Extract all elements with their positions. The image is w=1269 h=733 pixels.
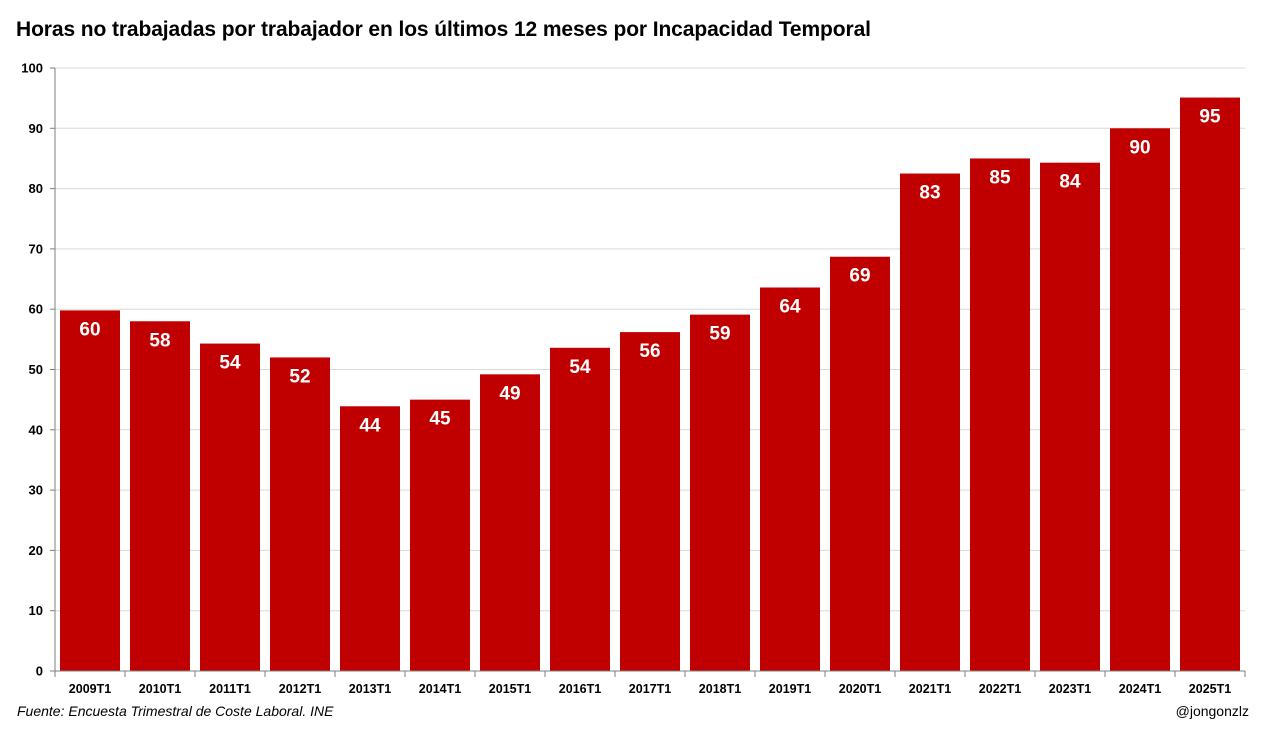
bar-value-label: 60 xyxy=(79,319,100,340)
bar xyxy=(760,287,820,671)
axes xyxy=(50,68,1246,677)
y-tick-label: 70 xyxy=(29,241,43,256)
bar xyxy=(340,406,400,671)
bar xyxy=(130,321,190,671)
bar-value-label: 54 xyxy=(219,353,241,374)
y-tick-label: 20 xyxy=(29,543,43,558)
bar-value-label: 83 xyxy=(919,183,940,204)
author-handle: @jongonzlz xyxy=(1175,703,1249,719)
x-tick-label: 2010T1 xyxy=(139,682,181,696)
y-tick-label: 50 xyxy=(29,362,43,377)
bar xyxy=(1180,97,1240,671)
y-tick-label: 80 xyxy=(29,181,43,196)
bar-value-label: 52 xyxy=(289,366,310,387)
bars: 60 58 54 52 44 45 49 54 56 59 64 69 83 85 84 90 95 xyxy=(60,97,1240,672)
chart-title: Horas no trabajadas por trabajador en lo… xyxy=(16,18,871,41)
bar xyxy=(690,314,750,671)
y-tick-label: 60 xyxy=(29,302,43,317)
x-tick-label: 2024T1 xyxy=(1119,682,1161,696)
bar-value-label: 84 xyxy=(1059,172,1081,193)
bar xyxy=(270,357,330,671)
bar xyxy=(970,158,1030,671)
bar-value-label: 49 xyxy=(499,383,520,404)
bar-value-label: 95 xyxy=(1199,107,1221,128)
bar xyxy=(1110,128,1170,672)
x-tick-label: 2019T1 xyxy=(769,682,811,696)
bar xyxy=(550,347,610,671)
x-tick-label: 2013T1 xyxy=(349,682,391,696)
x-axis-labels: 2009T1 2010T1 2011T1 2012T1 2013T1 2014T1 2015… xyxy=(69,682,1231,696)
bar xyxy=(830,256,890,671)
bar-value-label: 90 xyxy=(1129,137,1150,158)
x-tick-label: 2011T1 xyxy=(209,682,251,696)
bar-value-label: 69 xyxy=(849,266,870,287)
bar xyxy=(900,173,960,671)
x-tick-label: 2022T1 xyxy=(979,682,1021,696)
bar-value-label: 45 xyxy=(429,409,451,430)
y-axis-ticks: 0 10 20 30 40 50 60 70 80 90 100 xyxy=(21,61,55,679)
bar-value-label: 85 xyxy=(989,167,1011,188)
x-tick-label: 2021T1 xyxy=(909,682,951,696)
x-tick-label: 2025T1 xyxy=(1189,682,1231,696)
bar-value-label: 56 xyxy=(639,341,660,362)
x-tick-label: 2017T1 xyxy=(629,682,671,696)
y-tick-label: 90 xyxy=(29,121,43,136)
bar-value-label: 44 xyxy=(359,415,381,436)
bar-value-label: 59 xyxy=(709,324,730,345)
y-tick-label: 10 xyxy=(29,603,43,618)
x-tick-label: 2023T1 xyxy=(1049,682,1091,696)
x-tick-label: 2015T1 xyxy=(489,682,531,696)
y-tick-label: 100 xyxy=(21,61,43,76)
x-tick-label: 2018T1 xyxy=(699,682,741,696)
x-tick-label: 2014T1 xyxy=(419,682,461,696)
x-tick-label: 2012T1 xyxy=(279,682,321,696)
source-note: Fuente: Encuesta Trimestral de Coste Lab… xyxy=(17,703,334,719)
bar-value-label: 58 xyxy=(149,330,170,351)
x-tick-label: 2016T1 xyxy=(559,682,601,696)
x-tick-label: 2009T1 xyxy=(69,682,111,696)
bar xyxy=(60,310,120,671)
x-tick-label: 2020T1 xyxy=(839,682,881,696)
y-tick-label: 40 xyxy=(29,422,43,437)
bar xyxy=(410,399,470,671)
bar-value-label: 54 xyxy=(569,357,591,378)
bar xyxy=(200,343,260,671)
y-tick-label: 30 xyxy=(29,483,43,498)
bar xyxy=(1040,162,1100,671)
bar-value-label: 64 xyxy=(779,296,801,317)
bar xyxy=(480,374,540,671)
bar xyxy=(620,332,680,671)
y-tick-label: 0 xyxy=(36,664,43,679)
